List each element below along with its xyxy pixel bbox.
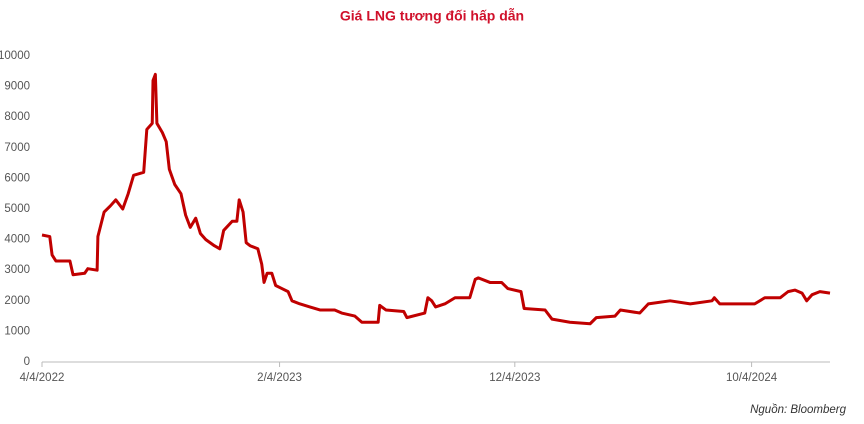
y-tick-label: 9000 [4,81,30,93]
y-tick-label: 6000 [4,172,30,184]
y-tick-label: 3000 [4,264,30,276]
x-tick-label: 2/4/2023 [257,372,302,384]
chart-title: Giá LNG tương đối hấp dẫn [340,8,524,24]
y-tick-label: 4000 [4,234,30,246]
source-note: Nguồn: Bloomberg [750,404,846,416]
x-tick-label: 10/4/2024 [726,372,778,384]
y-tick-label: 7000 [4,142,30,154]
y-tick-label: 0 [24,356,30,368]
line-series [41,72,831,326]
y-tick-label: 2000 [4,295,30,307]
y-tick-label: 8000 [4,111,30,123]
x-tick-label: 12/4/2023 [489,372,540,384]
y-tick-label: 10000 [0,50,30,62]
x-tick-label: 4/4/2022 [20,372,65,384]
y-tick-label: 1000 [4,325,30,337]
y-tick-label: 5000 [4,203,30,215]
